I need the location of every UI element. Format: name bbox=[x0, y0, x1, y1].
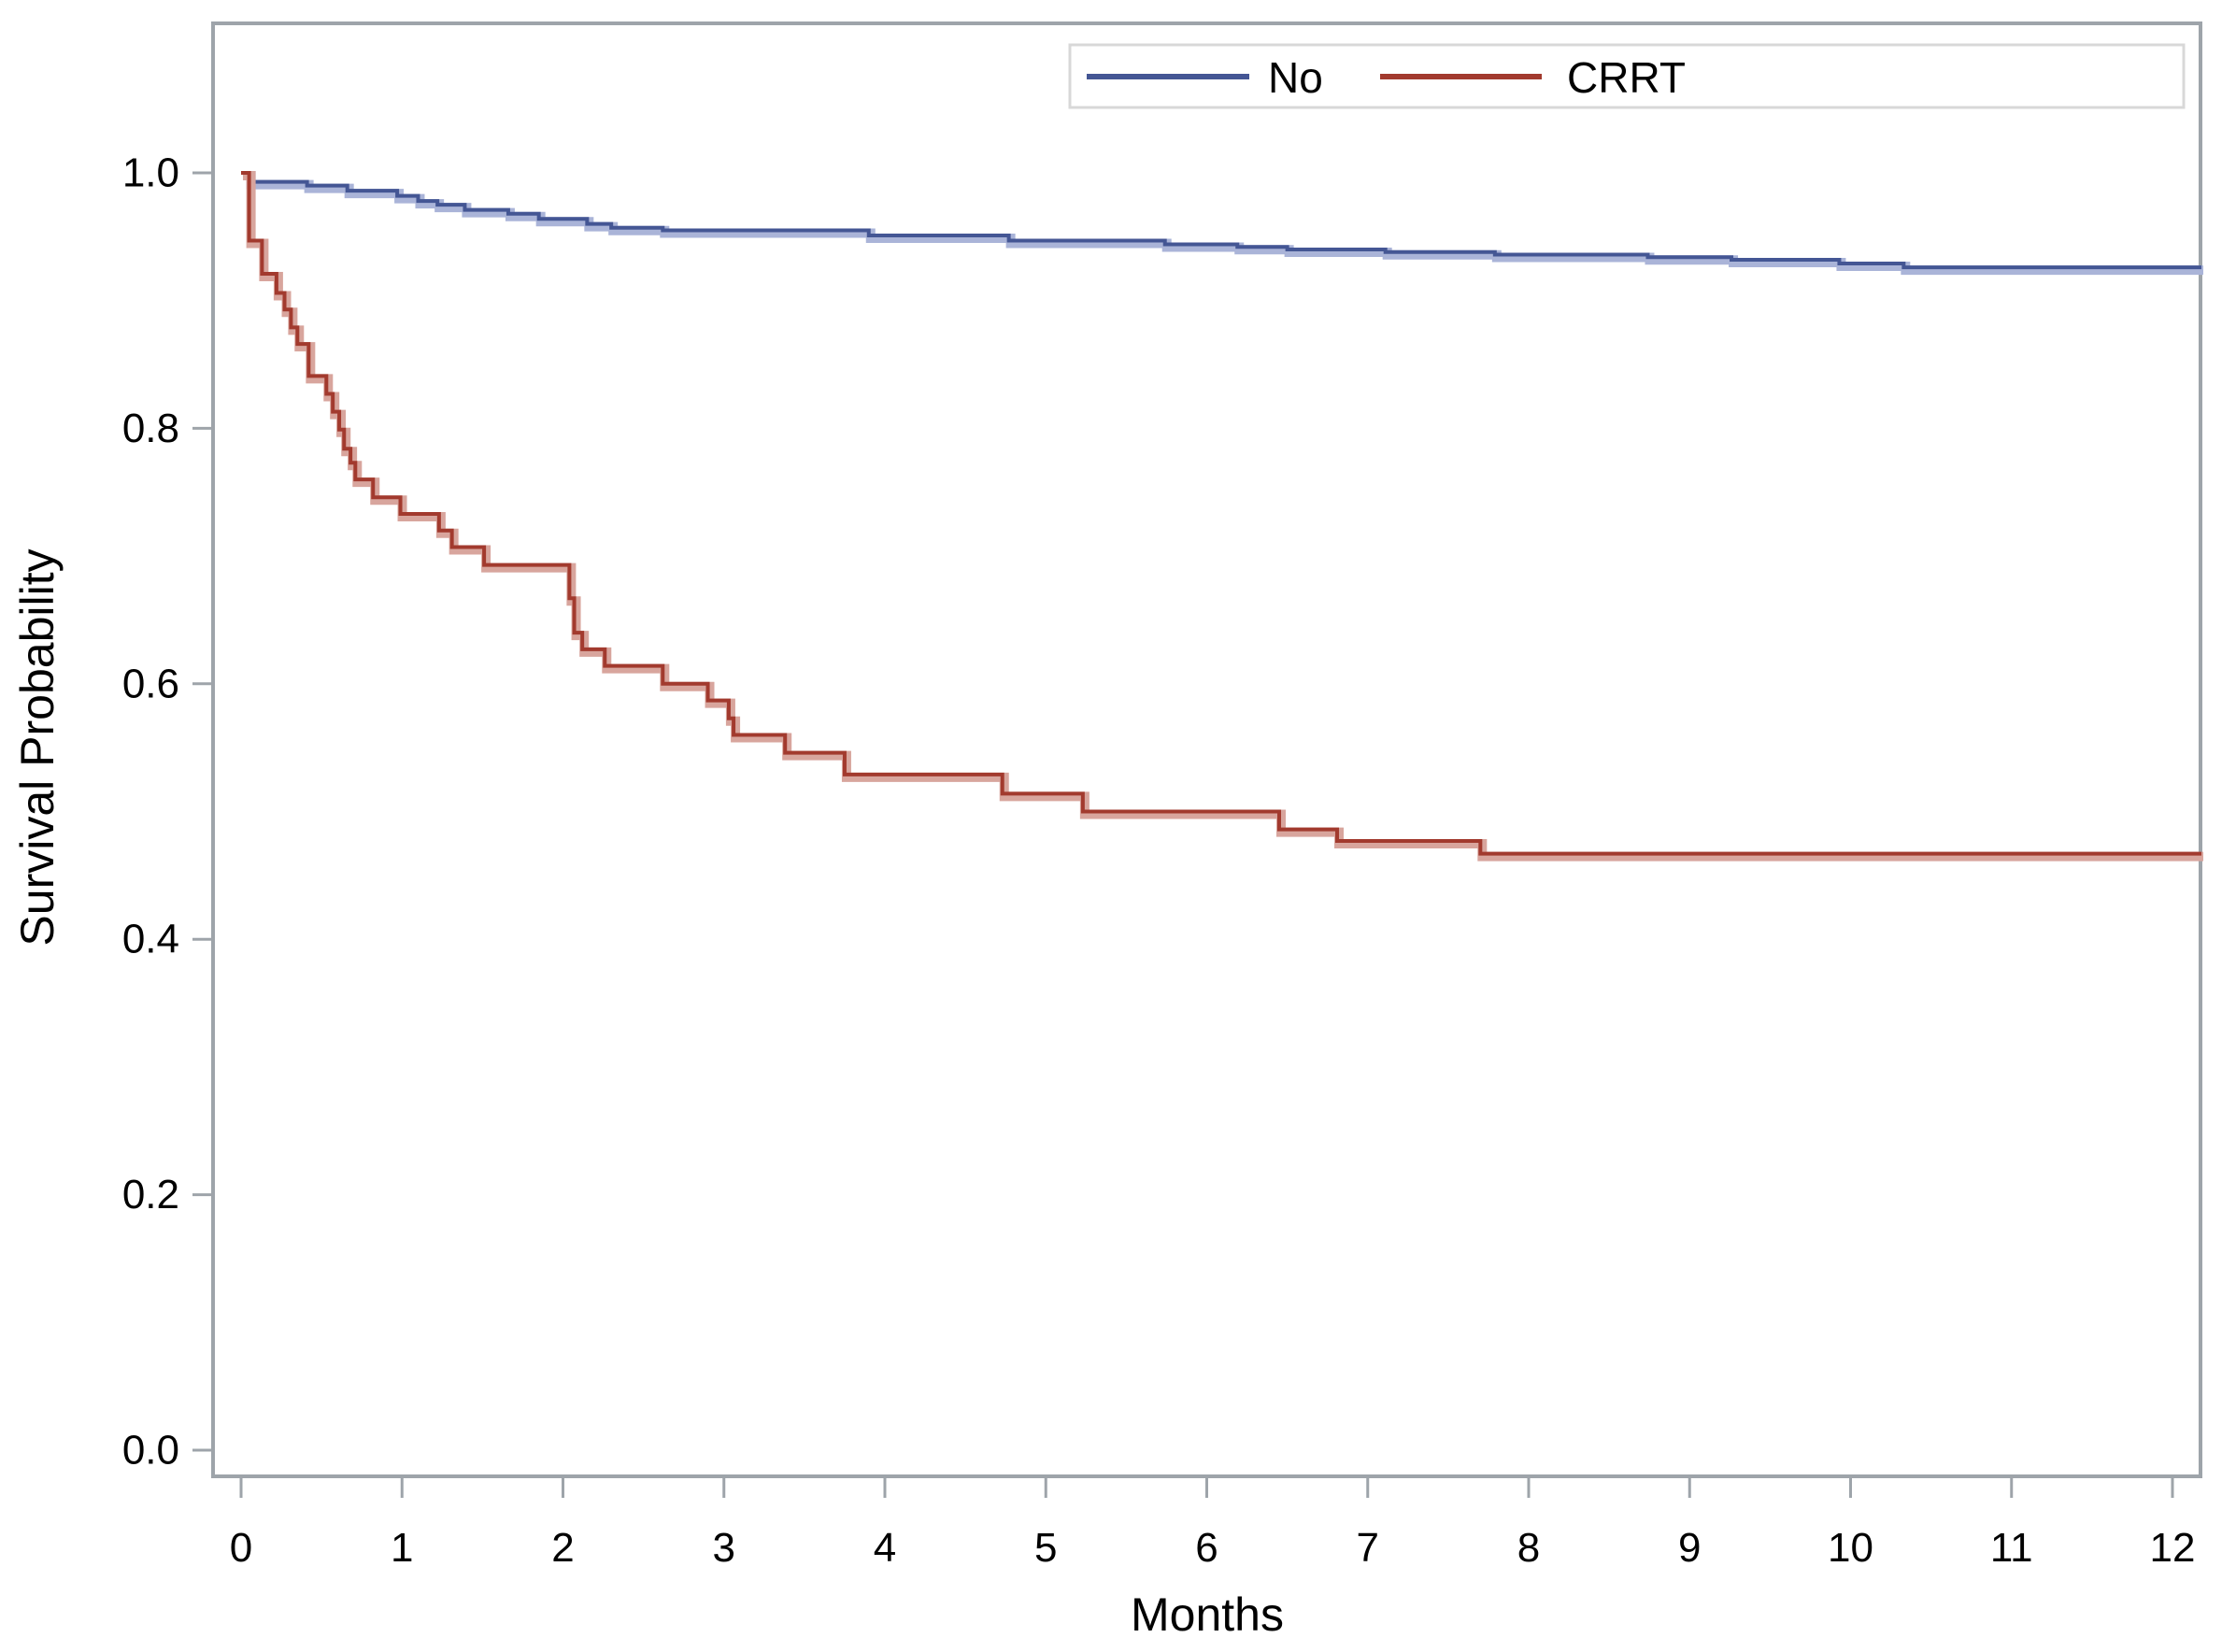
survival-curves bbox=[241, 171, 2203, 862]
y-tick-label: 0.0 bbox=[122, 1428, 179, 1474]
y-tick-label: 0.6 bbox=[122, 661, 179, 706]
y-tick-label: 1.0 bbox=[122, 150, 179, 196]
plot-frame bbox=[211, 21, 2202, 1478]
legend-label-no: No bbox=[1268, 53, 1323, 102]
x-tick-label: 9 bbox=[1678, 1525, 1701, 1571]
x-tick-label: 11 bbox=[1990, 1525, 2033, 1571]
x-tick-label: 2 bbox=[551, 1525, 574, 1571]
x-tick-label: 6 bbox=[1195, 1525, 1218, 1571]
legend-label-crrt: CRRT bbox=[1567, 53, 1686, 102]
x-tick-label: 1 bbox=[391, 1525, 413, 1571]
y-tick-label: 0.2 bbox=[122, 1172, 179, 1218]
x-tick-label: 7 bbox=[1357, 1525, 1379, 1571]
x-tick-label: 10 bbox=[1828, 1525, 1873, 1571]
x-axis-title: Months bbox=[1131, 1588, 1284, 1641]
y-tick-label: 0.8 bbox=[122, 406, 179, 451]
y-axis-title: Survival Probability bbox=[11, 548, 64, 946]
x-tick-label: 0 bbox=[230, 1525, 252, 1571]
x-tick-label: 3 bbox=[713, 1525, 735, 1571]
x-tick-label: 12 bbox=[2150, 1525, 2196, 1571]
x-tick-label: 8 bbox=[1517, 1525, 1540, 1571]
series-line-no bbox=[241, 171, 2201, 270]
x-tick-label: 4 bbox=[874, 1525, 896, 1571]
axis-ticks: 0 1 2 3 4 5 6 7 8 9 10 11 120.00.20.40.60.81.0 bbox=[122, 150, 2196, 1572]
y-tick-label: 0.4 bbox=[122, 917, 179, 962]
x-tick-label: 5 bbox=[1034, 1525, 1057, 1571]
series-line-crrt bbox=[241, 171, 2201, 856]
legend: No CRRT bbox=[1068, 43, 2186, 109]
legend-box bbox=[1068, 43, 2186, 109]
